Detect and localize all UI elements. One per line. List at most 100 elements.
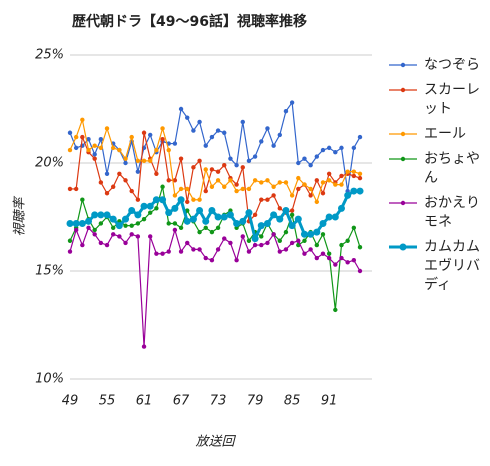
data-point xyxy=(300,230,308,238)
y-axis-label: 視聴率 xyxy=(12,196,28,237)
data-point xyxy=(320,232,326,237)
data-point xyxy=(209,134,215,140)
legend-label: おかえりモネ xyxy=(424,195,480,230)
data-point xyxy=(172,227,178,233)
data-point xyxy=(148,210,153,215)
data-point xyxy=(246,249,252,254)
legend-marker xyxy=(400,131,406,137)
data-point xyxy=(78,219,86,227)
data-point xyxy=(333,307,338,313)
data-point xyxy=(283,180,289,185)
data-point xyxy=(73,227,79,233)
data-point xyxy=(215,247,221,252)
data-point xyxy=(277,132,282,138)
legend-marker xyxy=(400,87,406,93)
legend-icon xyxy=(389,156,417,162)
data-point xyxy=(320,251,326,256)
data-point xyxy=(277,180,282,185)
data-point xyxy=(86,137,91,142)
data-point xyxy=(67,130,73,135)
data-point xyxy=(92,143,97,148)
data-point xyxy=(239,217,247,225)
data-point xyxy=(67,147,73,153)
data-point xyxy=(197,119,202,125)
data-point xyxy=(339,242,344,248)
data-point xyxy=(152,196,160,204)
data-point xyxy=(257,222,265,230)
data-point xyxy=(226,211,234,219)
data-point xyxy=(313,228,321,236)
data-point xyxy=(215,225,221,230)
x-tick-label: 67 xyxy=(173,394,190,409)
data-point xyxy=(308,162,313,168)
data-point xyxy=(333,182,338,187)
data-point xyxy=(326,178,332,183)
series-line xyxy=(69,186,361,310)
data-point xyxy=(196,207,204,215)
data-point xyxy=(203,188,208,194)
data-point xyxy=(197,247,202,252)
data-point xyxy=(122,215,130,223)
data-point xyxy=(325,213,333,221)
data-point xyxy=(271,184,276,189)
legend-item: おかえりモネ xyxy=(388,194,486,232)
data-point xyxy=(265,197,270,202)
data-point xyxy=(222,130,227,135)
data-point xyxy=(98,240,104,246)
data-point xyxy=(197,229,202,235)
legend: なつぞら スカーレット エール おちょやん おかえりモネ カムカムエヴリバディ xyxy=(388,56,486,295)
data-point xyxy=(172,178,178,183)
data-point xyxy=(308,193,313,198)
data-point xyxy=(202,217,210,225)
legend-icon xyxy=(389,243,417,251)
data-point xyxy=(66,219,74,227)
data-point xyxy=(265,126,270,131)
data-point xyxy=(197,197,202,202)
data-point xyxy=(191,128,196,133)
data-point xyxy=(252,212,258,218)
data-point xyxy=(357,175,363,181)
data-point xyxy=(283,229,289,235)
data-point xyxy=(351,169,357,174)
data-point xyxy=(141,344,147,349)
y-tick-label: 10% xyxy=(35,372,64,387)
data-point xyxy=(326,251,332,256)
data-point xyxy=(350,187,358,195)
data-point xyxy=(345,169,350,174)
data-point xyxy=(135,197,141,202)
legend-icon xyxy=(389,87,417,93)
data-point xyxy=(110,184,116,189)
data-point xyxy=(214,213,222,221)
data-point xyxy=(314,242,320,248)
data-point xyxy=(72,219,80,227)
data-point xyxy=(326,145,332,151)
data-point xyxy=(252,178,258,183)
data-point xyxy=(73,186,79,192)
data-point xyxy=(289,100,295,105)
data-point xyxy=(222,236,227,241)
data-point xyxy=(97,211,105,219)
data-point xyxy=(73,145,79,151)
data-point xyxy=(92,227,97,233)
data-point xyxy=(289,240,295,246)
data-point xyxy=(326,171,332,176)
data-point xyxy=(259,242,264,248)
data-point xyxy=(314,255,320,261)
data-point xyxy=(178,225,184,230)
data-point xyxy=(203,225,208,230)
data-point xyxy=(135,221,141,226)
data-point xyxy=(178,186,184,192)
data-point xyxy=(154,251,159,256)
data-point xyxy=(178,156,184,161)
data-point xyxy=(185,115,190,120)
data-point xyxy=(240,165,245,170)
data-point xyxy=(166,147,171,153)
legend-label: なつぞら xyxy=(424,57,480,73)
x-tick-label: 85 xyxy=(284,394,301,409)
data-point xyxy=(345,238,350,243)
data-point xyxy=(148,132,153,138)
data-point xyxy=(98,145,104,151)
data-point xyxy=(135,158,141,164)
legend-icon xyxy=(389,200,417,206)
data-point xyxy=(160,126,165,131)
